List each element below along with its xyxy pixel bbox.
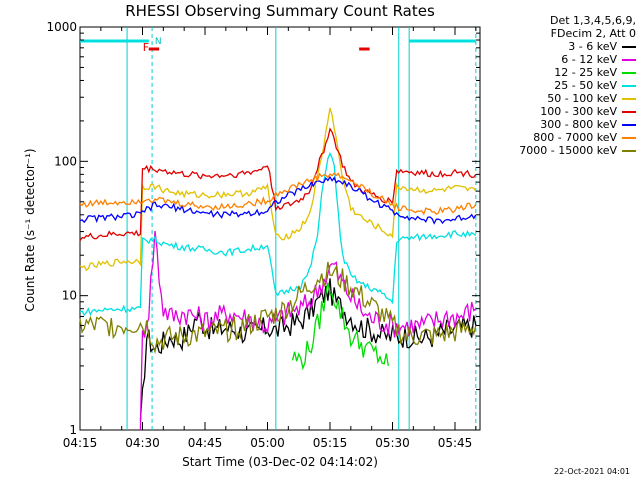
chart-title: RHESSI Observing Summary Count Rates (125, 2, 435, 20)
y-tick-label-1: 10 (62, 289, 77, 303)
x-tick-label-2: 04:45 (188, 436, 223, 450)
legend-item: 3 - 6 keV (484, 40, 636, 53)
y-tick-label-0: 1 (69, 423, 77, 437)
legend-item: 100 - 300 keV (484, 105, 636, 118)
legend-item-label: 25 - 50 keV (554, 79, 617, 92)
legend-swatch (622, 136, 636, 139)
legend-swatch (622, 149, 636, 152)
legend: Det 1,3,4,5,6,9, FDecim 2, Att 0 3 - 6 k… (484, 14, 636, 157)
y-tick-label-2: 100 (54, 154, 77, 168)
x-tick-label-5: 05:30 (375, 436, 410, 450)
legend-item-label: 800 - 7000 keV (533, 131, 617, 144)
series-line-1 (139, 230, 477, 431)
legend-item: 6 - 12 keV (484, 53, 636, 66)
x-tick-label-1: 04:30 (125, 436, 160, 450)
legend-item: 300 - 800 keV (484, 118, 636, 131)
legend-swatch (622, 71, 636, 74)
flare-marker-label: F (143, 41, 149, 54)
night-marker-label: N (155, 37, 162, 47)
legend-item-label: 12 - 25 keV (554, 66, 617, 79)
legend-swatch (622, 110, 636, 113)
footer-timestamp: 22-Oct-2021 04:01 (554, 467, 630, 476)
series-line-8 (79, 261, 477, 355)
legend-header-line-1: Det 1,3,4,5,6,9, (549, 14, 636, 27)
series-line-4 (79, 107, 477, 272)
series-line-2 (291, 282, 389, 371)
legend-item-label: 300 - 800 keV (540, 118, 617, 131)
series-line-3 (79, 151, 477, 317)
legend-swatch (622, 123, 636, 126)
legend-swatch (622, 84, 636, 87)
series-line-6 (79, 175, 477, 225)
legend-item: 800 - 7000 keV (484, 131, 636, 144)
legend-item: 7000 - 15000 keV (484, 144, 636, 157)
plot-frame (79, 26, 481, 431)
series-line-0 (139, 278, 477, 421)
legend-swatch (622, 97, 636, 100)
x-axis-label: Start Time (03-Dec-02 04:14:02) (182, 455, 378, 469)
legend-item-label: 100 - 300 keV (540, 105, 617, 118)
legend-header-line-2: FDecim 2, Att 0 (550, 27, 636, 40)
x-tick-label-0: 04:15 (63, 436, 98, 450)
y-tick-label-3: 1000 (46, 20, 77, 34)
series-line-5 (79, 127, 477, 241)
legend-item-label: 6 - 12 keV (561, 53, 617, 66)
y-axis-label: Count Rate (s⁻¹ detector⁻¹) (23, 148, 37, 311)
legend-swatch (622, 45, 636, 48)
legend-item: 50 - 100 keV (484, 92, 636, 105)
x-tick-label-6: 05:45 (438, 436, 473, 450)
legend-item: 12 - 25 keV (484, 66, 636, 79)
series-line-7 (79, 172, 477, 216)
x-tick-label-4: 05:15 (313, 436, 348, 450)
legend-swatch (622, 58, 636, 61)
legend-item-label: 3 - 6 keV (568, 40, 617, 53)
legend-item: 25 - 50 keV (484, 79, 636, 92)
legend-item-label: 50 - 100 keV (547, 92, 617, 105)
legend-item-label: 7000 - 15000 keV (519, 144, 617, 157)
x-tick-label-3: 05:00 (250, 436, 285, 450)
